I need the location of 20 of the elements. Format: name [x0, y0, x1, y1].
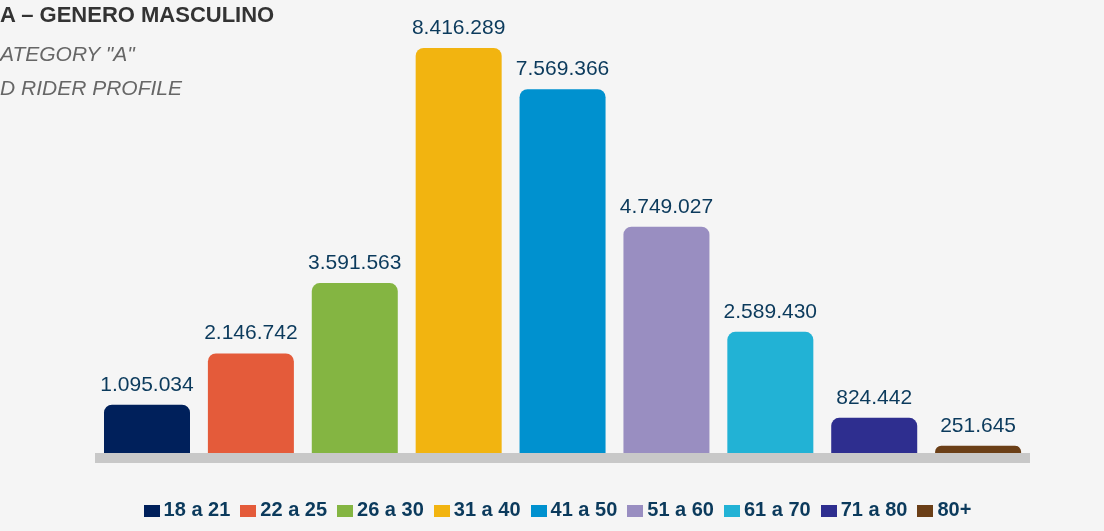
data-label: 8.416.289 [411, 15, 506, 38]
annotation: D RIDER PROFILE [0, 76, 183, 100]
data-label: 1.095.034 [100, 371, 195, 395]
data-label: 7.569.366 [515, 56, 610, 80]
legend-label: 41 a 50 [550, 498, 618, 520]
chart-title: A – GENERO MASCULINO [0, 2, 275, 28]
legend-label: 18 a 21 [163, 498, 231, 520]
data-label: 251.645 [940, 412, 1017, 436]
data-label: 3.591.563 [308, 250, 402, 274]
legend-label: 71 a 80 [840, 498, 908, 520]
data-label: 824.442 [836, 384, 913, 408]
legend-label: 31 a 40 [453, 498, 521, 520]
legend-label: 51 a 60 [647, 498, 714, 520]
legend-label: 61 a 70 [744, 498, 811, 520]
data-label: 2.589.430 [723, 298, 818, 322]
data-label: 4.749.027 [619, 193, 714, 217]
legend-label: 22 a 25 [260, 498, 328, 520]
legend-label: 80+ [937, 498, 972, 520]
data-label: 2.146.742 [204, 320, 298, 344]
legend-label: 26 a 30 [357, 498, 424, 520]
